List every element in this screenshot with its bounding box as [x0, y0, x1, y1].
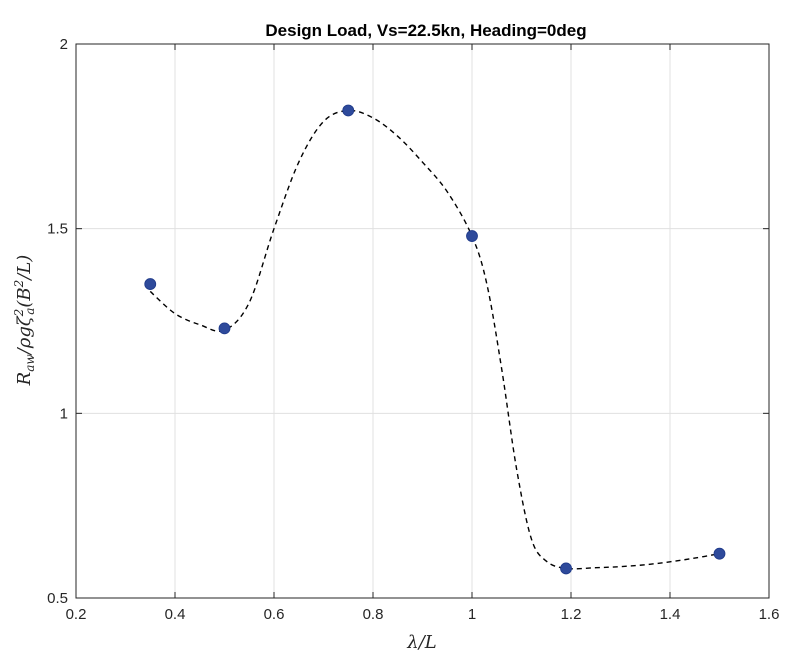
y-label-r-sub: aw: [23, 354, 37, 372]
x-tick-label: 1.6: [759, 606, 780, 623]
x-tick-label: 1.4: [660, 606, 681, 623]
x-axis-label: λ/L: [406, 632, 436, 653]
data-point: [218, 322, 231, 335]
x-tick-label: 0.8: [363, 606, 384, 623]
y-label-r: R: [14, 372, 35, 387]
y-tick-label: 0.5: [47, 590, 68, 607]
data-point: [466, 230, 478, 242]
data-markers: [144, 104, 726, 575]
y-label-zeta-sub: a: [23, 308, 37, 315]
y-tick-label: 1.5: [47, 221, 68, 238]
x-tick-label: 0.4: [165, 606, 186, 623]
y-axis-label: Raw/ρgζ2a(B2/L): [12, 255, 37, 387]
y-tick-label: 2: [60, 36, 68, 53]
plot-area: [76, 44, 769, 598]
y-label-rho: /ρgζ: [14, 315, 35, 356]
y-label-l: /L): [14, 255, 35, 282]
plot-frame: [75, 43, 770, 599]
chart-title: Design Load, Vs=22.5kn, Heading=0deg: [265, 21, 586, 40]
y-label-b-sup: 2: [12, 280, 26, 289]
y-label-zeta-sup: 2: [12, 309, 26, 318]
data-point: [713, 547, 726, 560]
x-axis-ticks: 0.2 0.4 0.6 0.8 1 1.2 1.4 1.6: [66, 44, 780, 623]
y-axis-ticks: 0.5 1 1.5 2: [47, 36, 769, 607]
data-point: [560, 562, 572, 575]
data-point: [342, 104, 355, 117]
y-tick-label: 1: [60, 405, 68, 422]
x-tick-label: 1: [468, 606, 476, 623]
data-point: [144, 278, 157, 290]
x-tick-label: 1.2: [561, 606, 582, 623]
fit-curve: [149, 109, 720, 570]
x-tick-label: 0.2: [66, 606, 87, 623]
x-tick-label: 0.6: [264, 606, 285, 623]
y-label-b: (B: [14, 287, 35, 307]
